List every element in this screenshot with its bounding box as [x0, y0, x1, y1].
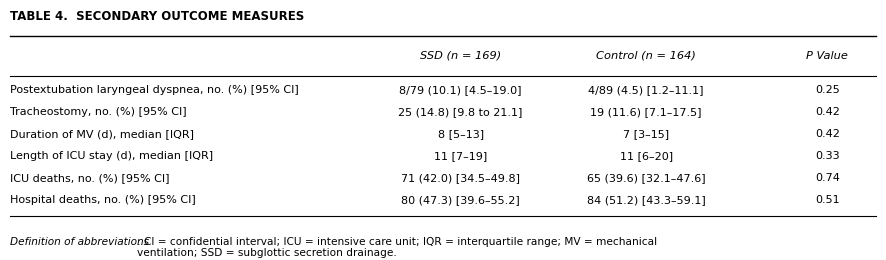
- Text: 11 [7–19]: 11 [7–19]: [434, 151, 487, 161]
- Text: 25 (14.8) [9.8 to 21.1]: 25 (14.8) [9.8 to 21.1]: [399, 107, 523, 117]
- Text: 0.42: 0.42: [815, 107, 840, 117]
- Text: 11 [6–20]: 11 [6–20]: [619, 151, 672, 161]
- Text: TABLE 4.  SECONDARY OUTCOME MEASURES: TABLE 4. SECONDARY OUTCOME MEASURES: [11, 10, 305, 23]
- Text: 0.74: 0.74: [815, 173, 840, 183]
- Text: Tracheostomy, no. (%) [95% CI]: Tracheostomy, no. (%) [95% CI]: [11, 107, 187, 117]
- Text: 0.42: 0.42: [815, 129, 840, 139]
- Text: 71 (42.0) [34.5–49.8]: 71 (42.0) [34.5–49.8]: [401, 173, 520, 183]
- Text: SSD (n = 169): SSD (n = 169): [420, 51, 501, 61]
- Text: Length of ICU stay (d), median [IQR]: Length of ICU stay (d), median [IQR]: [11, 151, 214, 161]
- Text: 84 (51.2) [43.3–59.1]: 84 (51.2) [43.3–59.1]: [587, 195, 705, 205]
- Text: 0.25: 0.25: [815, 85, 840, 95]
- Text: Definition of abbreviations: Definition of abbreviations: [11, 237, 150, 247]
- Text: 7 [3–15]: 7 [3–15]: [623, 129, 669, 139]
- Text: Postextubation laryngeal dyspnea, no. (%) [95% CI]: Postextubation laryngeal dyspnea, no. (%…: [11, 85, 299, 95]
- Text: 4/89 (4.5) [1.2–11.1]: 4/89 (4.5) [1.2–11.1]: [588, 85, 703, 95]
- Text: 80 (47.3) [39.6–55.2]: 80 (47.3) [39.6–55.2]: [401, 195, 520, 205]
- Text: Duration of MV (d), median [IQR]: Duration of MV (d), median [IQR]: [11, 129, 194, 139]
- Text: 65 (39.6) [32.1–47.6]: 65 (39.6) [32.1–47.6]: [587, 173, 705, 183]
- Text: ICU deaths, no. (%) [95% CI]: ICU deaths, no. (%) [95% CI]: [11, 173, 170, 183]
- Text: 8/79 (10.1) [4.5–19.0]: 8/79 (10.1) [4.5–19.0]: [400, 85, 522, 95]
- Text: 0.33: 0.33: [815, 151, 840, 161]
- Text: 0.51: 0.51: [815, 195, 840, 205]
- Text: Hospital deaths, no. (%) [95% CI]: Hospital deaths, no. (%) [95% CI]: [11, 195, 196, 205]
- Text: 19 (11.6) [7.1–17.5]: 19 (11.6) [7.1–17.5]: [590, 107, 702, 117]
- Text: : CI = confidential interval; ICU = intensive care unit; IQR = interquartile ran: : CI = confidential interval; ICU = inte…: [137, 237, 657, 258]
- Text: P Value: P Value: [806, 51, 848, 61]
- Text: Control (n = 164): Control (n = 164): [596, 51, 696, 61]
- Text: 8 [5–13]: 8 [5–13]: [438, 129, 484, 139]
